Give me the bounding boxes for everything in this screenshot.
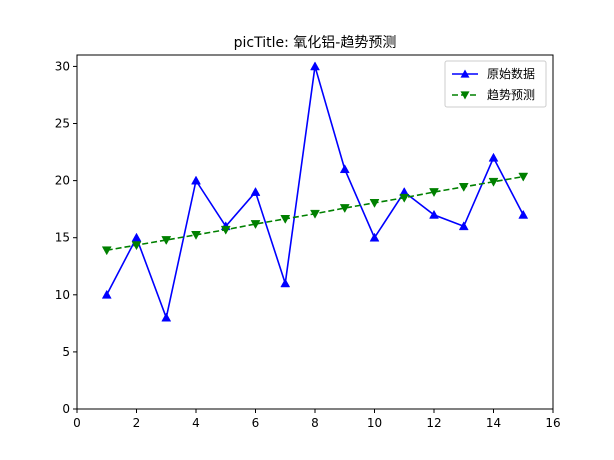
legend-label: 原始数据: [487, 66, 535, 81]
y-tick-label: 0: [62, 402, 70, 416]
data-point: [458, 221, 469, 231]
chart-title: picTitle: 氧化铝-趋势预测: [234, 35, 397, 51]
x-tick-label: 8: [311, 416, 319, 430]
x-tick-label: 16: [545, 416, 560, 430]
data-point: [101, 289, 112, 299]
x-tick-label: 2: [133, 416, 141, 430]
data-point: [488, 152, 499, 162]
data-point: [280, 215, 291, 224]
data-point: [161, 312, 172, 322]
data-point: [339, 204, 350, 214]
data-point: [429, 209, 439, 219]
data-point: [220, 225, 231, 235]
x-tick-label: 6: [252, 416, 260, 430]
y-tick-label: 30: [55, 59, 70, 73]
data-point: [191, 231, 201, 240]
data-point: [458, 183, 469, 192]
data-point: [280, 278, 291, 288]
data-point: [131, 241, 142, 251]
legend-label: 趋势预测: [487, 88, 535, 102]
data-point: [250, 220, 261, 230]
data-point: [161, 236, 172, 246]
legend-marker: [460, 91, 470, 100]
plot-area: [101, 61, 529, 322]
y-tick-label: 25: [55, 117, 70, 131]
data-point: [310, 61, 320, 71]
data-point: [339, 164, 350, 174]
y-tick-label: 10: [55, 288, 70, 302]
data-point: [310, 209, 320, 219]
x-tick-label: 14: [486, 416, 501, 430]
data-point: [518, 209, 529, 219]
data-point: [101, 246, 112, 256]
x-tick-label: 12: [426, 416, 441, 430]
data-point: [369, 199, 380, 208]
data-point: [429, 188, 439, 198]
x-tick-label: 0: [73, 416, 81, 430]
legend-marker: [460, 69, 470, 78]
y-tick-label: 15: [55, 231, 70, 245]
y-tick-label: 20: [55, 174, 70, 188]
axes: 0 2 4 6 8 10 12 14 16 0 5 10 15 20 25 30: [55, 54, 561, 430]
data-point: [369, 232, 380, 242]
legend-entry: 原始数据: [452, 66, 535, 81]
legend-entry: 趋势预测: [452, 88, 535, 102]
y-tick-label: 5: [62, 345, 70, 359]
data-point: [250, 187, 261, 196]
data-point: [488, 177, 499, 187]
data-point: [399, 193, 410, 203]
data-point: [191, 175, 201, 185]
data-point: [518, 172, 529, 182]
series-2: [101, 172, 529, 256]
x-tick-label: 10: [367, 416, 382, 430]
x-tick-label: 4: [192, 416, 200, 430]
